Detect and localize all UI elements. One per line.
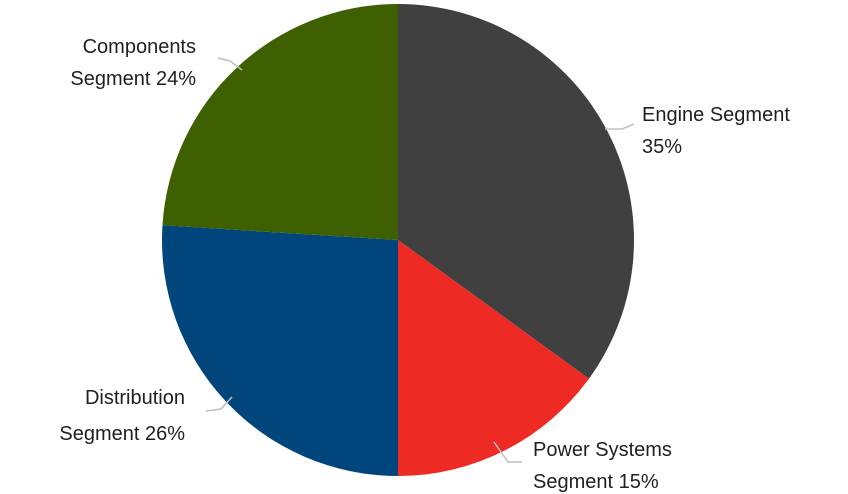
leader-line-distribution-segment bbox=[205, 396, 233, 412]
leader-line-components-segment bbox=[217, 57, 243, 71]
slice-label-line: Components bbox=[83, 36, 196, 58]
leader-line-engine-segment bbox=[605, 123, 635, 130]
pie-slice-power-systems-segment bbox=[398, 240, 589, 476]
slice-label-line: 35% bbox=[642, 136, 682, 158]
slice-label-line: Engine Segment bbox=[642, 104, 790, 126]
slice-label-components-segment: Components Segment 24% bbox=[70, 36, 196, 90]
pie-slice-engine-segment bbox=[398, 4, 635, 379]
slice-label-power-systems-segment: Power Systems Segment 15% bbox=[533, 439, 672, 493]
slices-layer bbox=[162, 4, 635, 476]
slice-label-line: Segment 15% bbox=[533, 471, 659, 493]
leader-lines-layer bbox=[205, 57, 635, 463]
slice-label-distribution-segment: Distribution Segment 26% bbox=[59, 387, 185, 445]
slice-label-line: Segment 24% bbox=[70, 68, 196, 90]
slice-label-line: Distribution bbox=[85, 387, 185, 409]
slice-label-engine-segment: Engine Segment 35% bbox=[642, 104, 790, 158]
pie-slice-distribution-segment bbox=[162, 225, 398, 476]
slice-label-line: Power Systems bbox=[533, 439, 672, 461]
pie-slice-components-segment bbox=[162, 4, 398, 240]
labels-layer: Engine Segment 35% Power Systems Segment 15… bbox=[59, 36, 790, 493]
slice-label-line: Segment 26% bbox=[59, 423, 185, 445]
leader-line-power-systems-segment bbox=[493, 441, 522, 463]
